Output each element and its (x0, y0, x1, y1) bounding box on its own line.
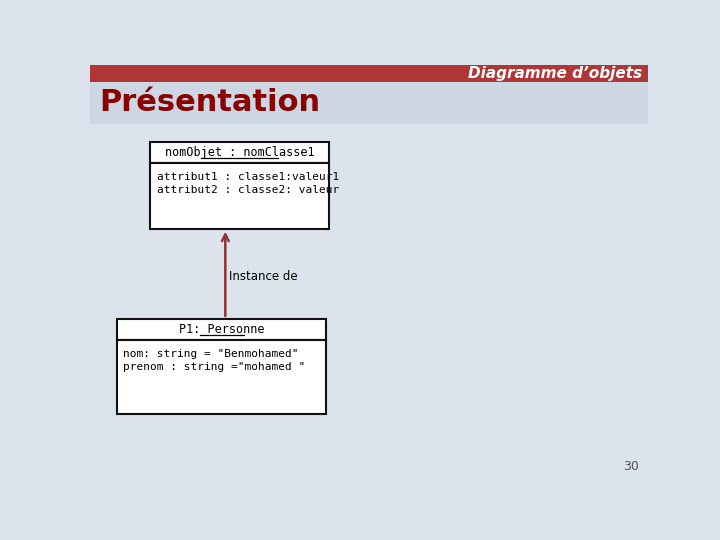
Bar (117, 319, 326, 340)
Bar (150, 142, 329, 164)
Text: P1: Personne: P1: Personne (179, 323, 264, 336)
Bar (150, 164, 329, 229)
Text: nom: string = "Benmohamed": nom: string = "Benmohamed" (123, 349, 299, 359)
Text: attribut2 : classe2: valeur: attribut2 : classe2: valeur (157, 185, 339, 195)
Text: attribut1 : classe1:valeur1: attribut1 : classe1:valeur1 (157, 172, 339, 182)
Text: 30: 30 (623, 460, 639, 473)
Bar (117, 340, 326, 414)
Text: Instance de: Instance de (229, 271, 298, 284)
Text: Présentation: Présentation (99, 89, 320, 117)
Text: Diagramme d’objets: Diagramme d’objets (468, 66, 642, 81)
Text: nomObjet : nomClasse1: nomObjet : nomClasse1 (165, 146, 315, 159)
Bar (90, 65, 648, 82)
Bar (90, 82, 648, 124)
Text: prenom : string ="mohamed ": prenom : string ="mohamed " (123, 362, 305, 373)
